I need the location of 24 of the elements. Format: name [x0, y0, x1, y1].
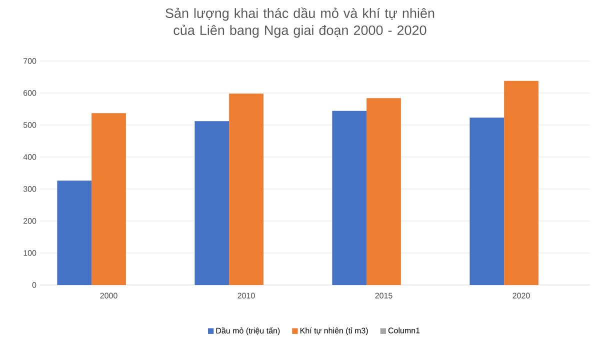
y-tick-label: 400 — [23, 154, 36, 160]
legend-label: Dầu mỏ (triệu tấn) — [216, 327, 280, 336]
bar — [57, 180, 92, 285]
bar — [194, 121, 230, 285]
x-tick-label: 2020 — [512, 292, 530, 298]
chart-title: Sản lượng khai thác dầu mỏ và khí tự nhiên của Liên bang Nga giai đoạn 2000 - 2020 — [166, 8, 434, 38]
y-tick-label: 200 — [24, 218, 36, 224]
bar — [470, 118, 504, 285]
x-tick-label: 2015 — [375, 292, 392, 298]
y-tick-label: 700 — [24, 58, 36, 64]
bar — [504, 80, 538, 285]
bar — [366, 98, 401, 285]
legend-label: Khí tự nhiên (tỉ m3) — [300, 327, 368, 336]
y-tick-label: 100 — [24, 250, 36, 256]
y-tick-label: 500 — [23, 122, 36, 128]
x-tick-label: 2000 — [100, 292, 118, 298]
y-tick-label: 300 — [23, 186, 36, 192]
bar — [332, 110, 367, 285]
bar — [229, 94, 264, 285]
x-tick-label: 2010 — [238, 292, 255, 298]
y-tick-label: 0 — [32, 282, 36, 288]
bar — [92, 113, 126, 285]
legend-label: Column1 — [388, 327, 420, 334]
y-tick-label: 600 — [24, 90, 36, 96]
